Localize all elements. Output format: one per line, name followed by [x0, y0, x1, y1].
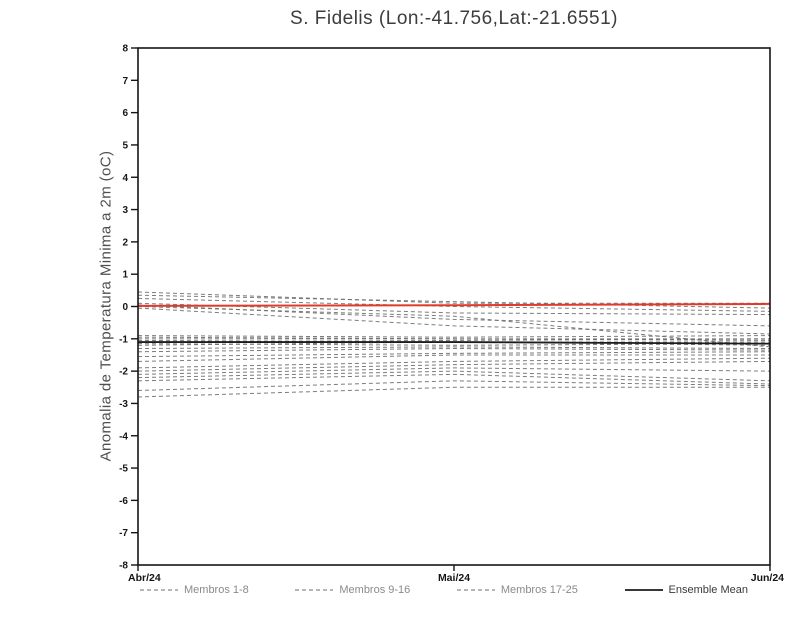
legend-label: Membros 1-8 [184, 584, 249, 596]
y-tick-label: -3 [119, 399, 128, 410]
series-line-reference [137, 302, 771, 307]
chart-legend: Membros 1-8 Membros 9-16 Membros 17-25 Ense… [140, 584, 748, 596]
series-line-member [137, 380, 771, 392]
series-line-member [137, 291, 770, 304]
series-line-member [137, 357, 771, 369]
series-line-member [137, 373, 771, 385]
series-line-member [137, 370, 771, 382]
legend-item: Ensemble Mean [624, 584, 749, 596]
y-tick-label: -5 [119, 464, 128, 475]
series-line-member [137, 367, 771, 375]
dashed-line-icon [456, 589, 495, 591]
solid-line-icon [624, 589, 663, 591]
series-line-mean [138, 341, 771, 345]
series-line-member [137, 386, 770, 398]
y-tick-label: 3 [122, 205, 128, 216]
chart-title: S. Fidelis (Lon:-41.756,Lat:-21.6551) [290, 8, 618, 29]
series-line-member [137, 346, 771, 350]
y-tick-label: -1 [119, 334, 128, 345]
series-line-member [137, 307, 771, 335]
y-tick-label: 7 [122, 76, 128, 87]
x-tick-label: Mai/24 [438, 572, 470, 584]
y-tick-label: -7 [119, 528, 128, 539]
dashed-line-icon [295, 589, 334, 591]
y-tick-label: 5 [122, 140, 128, 151]
series-line-member [137, 348, 771, 353]
series-line-member [137, 351, 771, 358]
y-tick-label: 6 [122, 108, 128, 119]
series-line-member [137, 360, 771, 372]
legend-label: Membros 17-25 [500, 584, 578, 596]
legend-item: Membros 9-16 [295, 584, 410, 596]
series-line-member [137, 306, 771, 348]
plot-frame [137, 47, 771, 566]
y-tick-label: 2 [122, 237, 128, 248]
y-tick-label: -6 [119, 496, 128, 507]
legend-item: Membros 1-8 [140, 584, 249, 596]
legend-label: Membros 9-16 [339, 584, 411, 596]
y-tick-label: 1 [122, 270, 128, 281]
series-line-member [137, 354, 770, 362]
x-tick-label: Abr/24 [128, 572, 161, 584]
legend-item: Membros 17-25 [456, 584, 578, 596]
dashed-line-icon [140, 589, 178, 591]
y-tick-label: 8 [122, 44, 128, 55]
x-tick-label: Jun/24 [751, 572, 784, 584]
series-line-member [137, 297, 771, 312]
y-tick-label: -4 [119, 431, 128, 442]
y-tick-label: 4 [122, 173, 128, 184]
series-line-member [137, 304, 771, 327]
y-tick-label: -8 [119, 561, 128, 572]
series-line-member [137, 294, 771, 309]
y-tick-label: -2 [119, 367, 128, 378]
series-line-member [137, 335, 771, 338]
y-tick-label: 0 [122, 302, 128, 313]
series-line-member [138, 338, 771, 341]
legend-label: Ensemble Mean [668, 584, 749, 596]
